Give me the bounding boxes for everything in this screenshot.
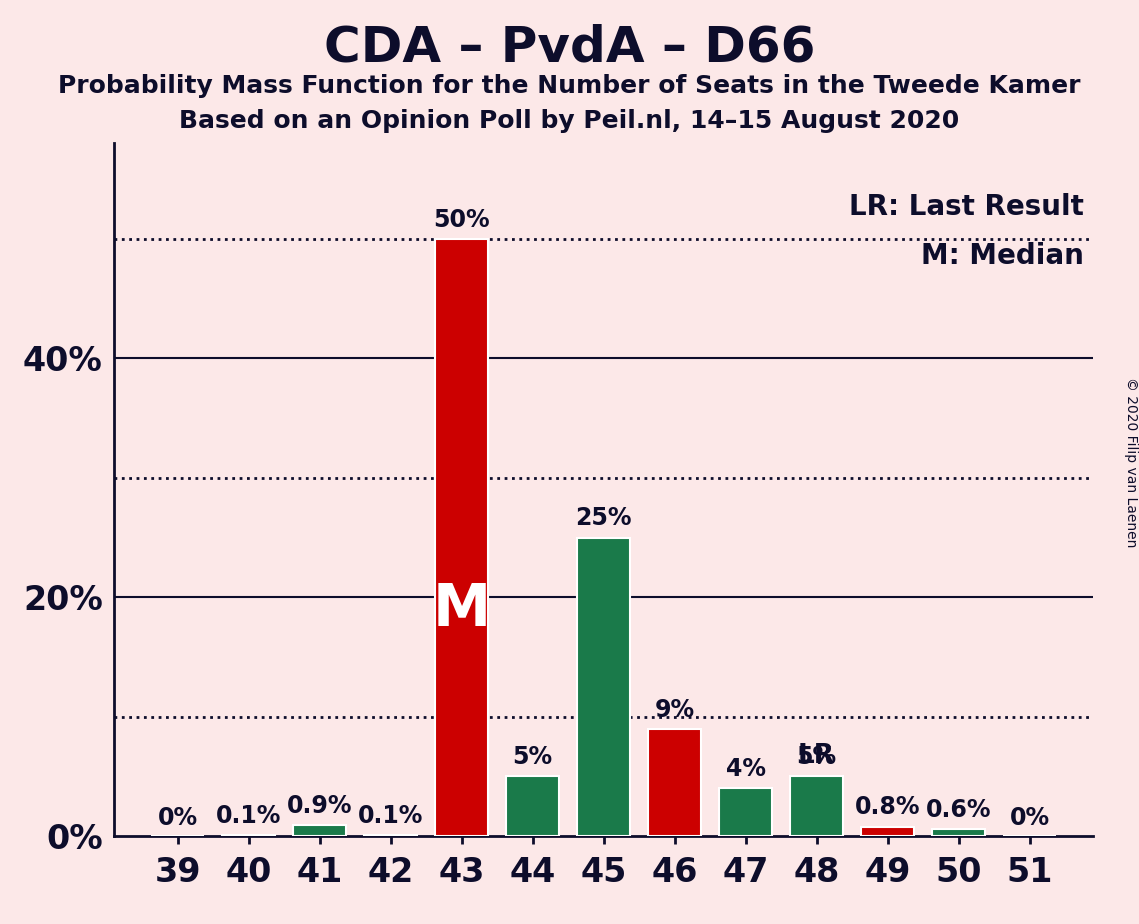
Text: CDA – PvdA – D66: CDA – PvdA – D66 [323, 23, 816, 71]
Bar [222, 835, 276, 836]
Text: Based on an Opinion Poll by Peil.nl, 14–15 August 2020: Based on an Opinion Poll by Peil.nl, 14–… [179, 109, 960, 133]
Text: 0.8%: 0.8% [855, 796, 920, 820]
Text: LR: LR [798, 743, 835, 770]
Text: 4%: 4% [726, 758, 765, 782]
Bar [932, 829, 985, 836]
Text: 5%: 5% [513, 746, 552, 770]
Bar [506, 776, 559, 836]
Bar [861, 827, 915, 836]
Text: M: M [433, 580, 491, 638]
Bar [293, 825, 346, 836]
Text: © 2020 Filip van Laenen: © 2020 Filip van Laenen [1124, 377, 1138, 547]
Text: 9%: 9% [655, 698, 695, 722]
Bar [790, 776, 843, 836]
Text: 5%: 5% [796, 746, 837, 770]
Text: Probability Mass Function for the Number of Seats in the Tweede Kamer: Probability Mass Function for the Number… [58, 74, 1081, 98]
Bar [648, 729, 702, 836]
Bar [577, 538, 630, 836]
Bar [435, 238, 489, 836]
Text: 0.1%: 0.1% [216, 804, 281, 828]
Text: 25%: 25% [575, 506, 632, 530]
Text: 0%: 0% [157, 807, 198, 831]
Text: 0.1%: 0.1% [358, 804, 424, 828]
Text: M: Median: M: Median [920, 242, 1083, 271]
Text: 50%: 50% [434, 208, 490, 232]
Text: 0.9%: 0.9% [287, 795, 352, 819]
Text: 0%: 0% [1009, 807, 1050, 831]
Text: 0.6%: 0.6% [926, 798, 991, 821]
Bar [719, 788, 772, 836]
Text: LR: Last Result: LR: Last Result [849, 193, 1083, 222]
Bar [364, 835, 417, 836]
